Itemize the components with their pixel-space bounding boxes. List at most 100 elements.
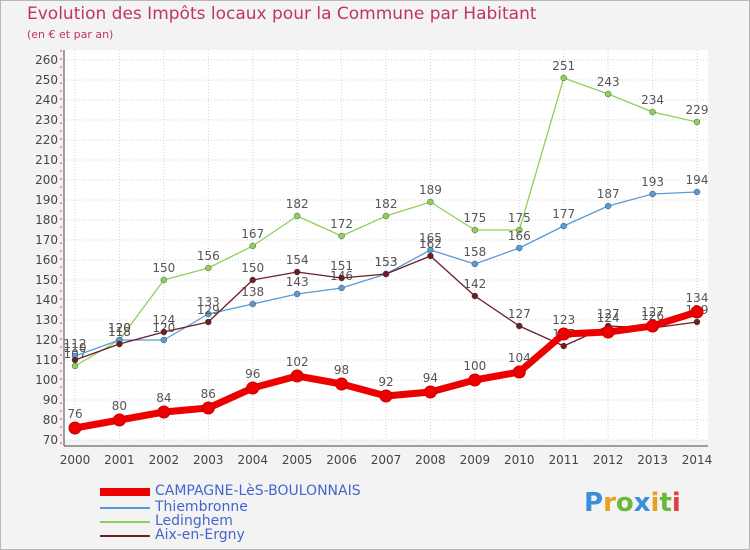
- data-point-campagne-l-s-boulonnais: [601, 325, 615, 339]
- data-point-campagne-l-s-boulonnais: [690, 305, 704, 319]
- data-point-aix-en-ergny: [116, 340, 123, 348]
- data-point-aix-en-ergny: [471, 292, 479, 300]
- y-tick-label: 220: [35, 133, 58, 147]
- x-tick-label: 2003: [193, 453, 224, 467]
- legend-swatch-thiembronne: [100, 507, 150, 509]
- data-point-ledinghem: [293, 212, 301, 220]
- data-point-ledinghem: [604, 90, 612, 98]
- data-point-ledinghem: [471, 226, 479, 234]
- data-label-campagne-l-s-boulonnais: 127: [641, 305, 664, 319]
- data-point-ledinghem: [71, 362, 79, 370]
- data-point-aix-en-ergny: [560, 342, 567, 350]
- y-tick-label: 120: [35, 333, 58, 347]
- data-label-aix-en-ergny: 153: [375, 255, 398, 269]
- y-tick-label: 140: [35, 293, 58, 307]
- logo-letter: x: [633, 488, 651, 518]
- x-tick-label: 2000: [60, 453, 91, 467]
- data-label-ledinghem: 156: [197, 249, 220, 263]
- data-point-ledinghem: [427, 198, 434, 206]
- data-label-ledinghem: 182: [375, 197, 398, 211]
- y-tick-label: 180: [35, 213, 58, 227]
- data-point-ledinghem: [693, 118, 701, 126]
- y-tick-label: 170: [35, 233, 58, 247]
- data-label-ledinghem: 189: [419, 183, 442, 197]
- data-label-thiembronne: 194: [686, 173, 709, 187]
- data-label-campagne-l-s-boulonnais: 86: [201, 387, 216, 401]
- data-label-campagne-l-s-boulonnais: 84: [156, 391, 171, 405]
- y-tick-label: 160: [35, 253, 58, 267]
- data-point-ledinghem: [382, 212, 390, 220]
- data-label-ledinghem: 251: [552, 59, 575, 73]
- legend-swatch-ledinghem: [100, 521, 150, 523]
- legend-label-aix: Aix-en-Ergny: [155, 527, 245, 543]
- data-label-thiembronne: 133: [197, 295, 220, 309]
- data-point-thiembronne: [205, 310, 212, 318]
- data-point-ledinghem: [560, 74, 567, 82]
- data-label-aix-en-ergny: 118: [108, 325, 131, 339]
- data-point-campagne-l-s-boulonnais: [557, 327, 571, 341]
- data-label-ledinghem: 182: [286, 197, 309, 211]
- data-point-aix-en-ergny: [293, 268, 301, 276]
- legend-swatch-campagne: [100, 488, 150, 496]
- y-tick-label: 100: [35, 373, 58, 387]
- data-label-ledinghem: 172: [330, 217, 353, 231]
- data-point-ledinghem: [205, 264, 212, 272]
- data-point-thiembronne: [293, 290, 301, 298]
- data-label-thiembronne: 193: [641, 175, 664, 189]
- proxiti-logo: Proxiti: [584, 488, 681, 518]
- data-label-thiembronne: 165: [419, 231, 442, 245]
- data-label-aix-en-ergny: 127: [508, 307, 531, 321]
- data-label-campagne-l-s-boulonnais: 76: [67, 407, 82, 421]
- y-tick-label: 150: [35, 273, 58, 287]
- data-point-aix-en-ergny: [249, 276, 256, 284]
- data-label-aix-en-ergny: 154: [286, 253, 309, 267]
- data-point-campagne-l-s-boulonnais: [68, 421, 82, 435]
- data-label-campagne-l-s-boulonnais: 80: [112, 399, 127, 413]
- legend-label-thiembronne: Thiembronne: [155, 499, 248, 515]
- data-label-aix-en-ergny: 150: [241, 261, 264, 275]
- y-tick-label: 260: [35, 53, 58, 67]
- data-label-aix-en-ergny: 142: [463, 277, 486, 291]
- y-tick-label: 210: [35, 153, 58, 167]
- x-tick-label: 2001: [104, 453, 135, 467]
- x-tick-label: 2008: [415, 453, 446, 467]
- logo-letter: t: [659, 488, 672, 518]
- data-label-thiembronne: 143: [286, 275, 309, 289]
- data-point-aix-en-ergny: [382, 270, 390, 278]
- data-label-campagne-l-s-boulonnais: 94: [423, 371, 438, 385]
- data-label-aix-en-ergny: 124: [152, 313, 175, 327]
- logo-letter: r: [603, 488, 616, 518]
- data-point-aix-en-ergny: [516, 322, 523, 330]
- x-tick-label: 2004: [237, 453, 268, 467]
- data-label-thiembronne: 112: [64, 337, 87, 351]
- y-tick-label: 70: [43, 433, 58, 447]
- data-label-aix-en-ergny: 162: [419, 237, 442, 251]
- data-point-thiembronne: [604, 202, 612, 210]
- x-tick-label: 2010: [504, 453, 535, 467]
- data-point-thiembronne: [338, 284, 345, 292]
- x-tick-label: 2006: [326, 453, 357, 467]
- x-tick-label: 2009: [460, 453, 491, 467]
- data-point-campagne-l-s-boulonnais: [290, 369, 304, 383]
- logo-letter: i: [650, 488, 660, 518]
- data-label-ledinghem: 229: [686, 103, 709, 117]
- data-label-thiembronne: 187: [597, 187, 620, 201]
- data-label-campagne-l-s-boulonnais: 104: [508, 351, 531, 365]
- y-tick-label: 110: [35, 353, 58, 367]
- data-point-aix-en-ergny: [427, 252, 434, 260]
- logo-letter: i: [671, 488, 681, 518]
- data-point-aix-en-ergny: [160, 328, 168, 336]
- data-point-aix-en-ergny: [338, 274, 345, 282]
- data-point-aix-en-ergny: [71, 356, 79, 364]
- data-label-aix-en-ergny: 127: [597, 307, 620, 321]
- data-point-ledinghem: [249, 242, 256, 250]
- y-tick-label: 90: [43, 393, 58, 407]
- data-point-thiembronne: [516, 244, 523, 252]
- data-point-thiembronne: [649, 190, 656, 198]
- data-label-thiembronne: 158: [463, 245, 486, 259]
- y-tick-label: 250: [35, 73, 58, 87]
- data-point-ledinghem: [649, 108, 656, 116]
- legend-label-campagne: CAMPAGNE-LèS-BOULONNAIS: [155, 483, 361, 499]
- data-point-campagne-l-s-boulonnais: [201, 401, 215, 415]
